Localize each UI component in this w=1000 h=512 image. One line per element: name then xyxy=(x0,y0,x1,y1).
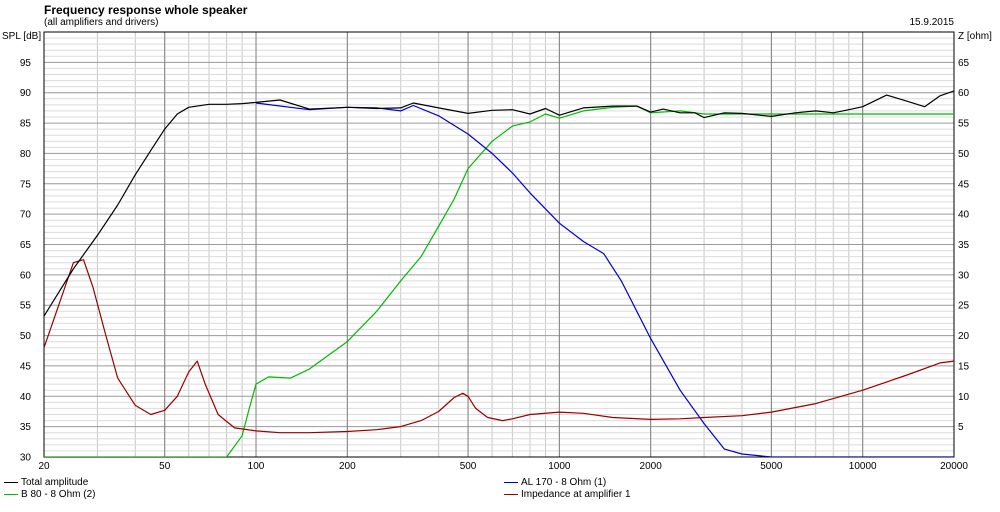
y-tick-label-left: 35 xyxy=(20,422,32,433)
x-tick-label: 50 xyxy=(159,461,171,472)
x-tick-label: 20 xyxy=(38,461,50,472)
legend-label: Impedance at amplifier 1 xyxy=(521,489,631,500)
plot-frame xyxy=(43,31,955,458)
y-tick-label-left: 60 xyxy=(20,270,32,281)
legend-label: B 80 - 8 Ohm (2) xyxy=(21,489,96,500)
y-tick-label-left: 80 xyxy=(20,149,32,160)
y-tick-label-left: 75 xyxy=(20,179,32,190)
y-tick-label-left: 40 xyxy=(20,392,32,403)
y-tick-label-left: 70 xyxy=(20,210,32,221)
x-tick-label: 100 xyxy=(248,461,265,472)
y-tick-label-left: 30 xyxy=(20,453,32,464)
x-tick-label: 20000 xyxy=(940,461,968,472)
series-line-al-170-8-ohm-1 xyxy=(255,102,954,457)
legend-item-total-amplitude: Total amplitude xyxy=(4,477,88,488)
legend-swatch xyxy=(4,482,18,483)
x-tick-label: 5000 xyxy=(760,461,783,472)
y-axis-label-right: Z [ohm] xyxy=(958,31,992,42)
y-tick-label-left: 85 xyxy=(20,119,32,130)
x-tick-label: 1000 xyxy=(548,461,571,472)
y-tick-label-left: 50 xyxy=(20,331,32,342)
series-line-b-80-8-ohm-2 xyxy=(44,105,954,457)
y-tick-label-right: 30 xyxy=(958,270,970,281)
y-axis-label-left: SPL [dB] xyxy=(2,31,42,42)
chart-title: Frequency response whole speaker xyxy=(44,3,248,17)
legend-label: Total amplitude xyxy=(21,477,89,488)
legend-swatch xyxy=(504,494,518,495)
y-tick-label-right: 25 xyxy=(958,301,970,312)
chart-date: 15.9.2015 xyxy=(909,17,955,28)
x-tick-label: 200 xyxy=(339,461,356,472)
y-tick-label-right: 50 xyxy=(958,149,970,160)
legend-item-b80: B 80 - 8 Ohm (2) xyxy=(4,489,95,500)
x-tick-label: 500 xyxy=(460,461,477,472)
y-tick-label-right: 10 xyxy=(958,392,970,403)
y-tick-label-right: 15 xyxy=(958,361,970,372)
y-tick-label-right: 40 xyxy=(958,210,970,221)
y-tick-label-left: 95 xyxy=(20,58,32,69)
legend-swatch xyxy=(4,494,18,495)
y-tick-label-right: 5 xyxy=(958,422,964,433)
y-tick-label-right: 20 xyxy=(958,331,970,342)
y-tick-label-left: 45 xyxy=(20,361,32,372)
legend-item-al170: AL 170 - 8 Ohm (1) xyxy=(504,477,606,488)
y-tick-label-left: 65 xyxy=(20,240,32,251)
y-tick-label-right: 55 xyxy=(958,119,970,130)
chart-subtitle: (all amplifiers and drivers) xyxy=(44,17,159,28)
legend-item-impedance: Impedance at amplifier 1 xyxy=(504,489,631,500)
legend-swatch xyxy=(504,482,518,483)
y-tick-label-left: 90 xyxy=(20,88,32,99)
y-tick-label-right: 45 xyxy=(958,179,970,190)
x-tick-label: 2000 xyxy=(640,461,663,472)
y-tick-label-left: 55 xyxy=(20,301,32,312)
series-line-impedance-at-amplifier-1 xyxy=(44,259,954,434)
y-tick-label-right: 35 xyxy=(958,240,970,251)
y-tick-label-right: 65 xyxy=(958,58,970,69)
legend-label: AL 170 - 8 Ohm (1) xyxy=(521,477,607,488)
y-tick-label-right: 60 xyxy=(958,88,970,99)
series-line-total-amplitude xyxy=(44,90,954,317)
x-tick-label: 10000 xyxy=(849,461,877,472)
